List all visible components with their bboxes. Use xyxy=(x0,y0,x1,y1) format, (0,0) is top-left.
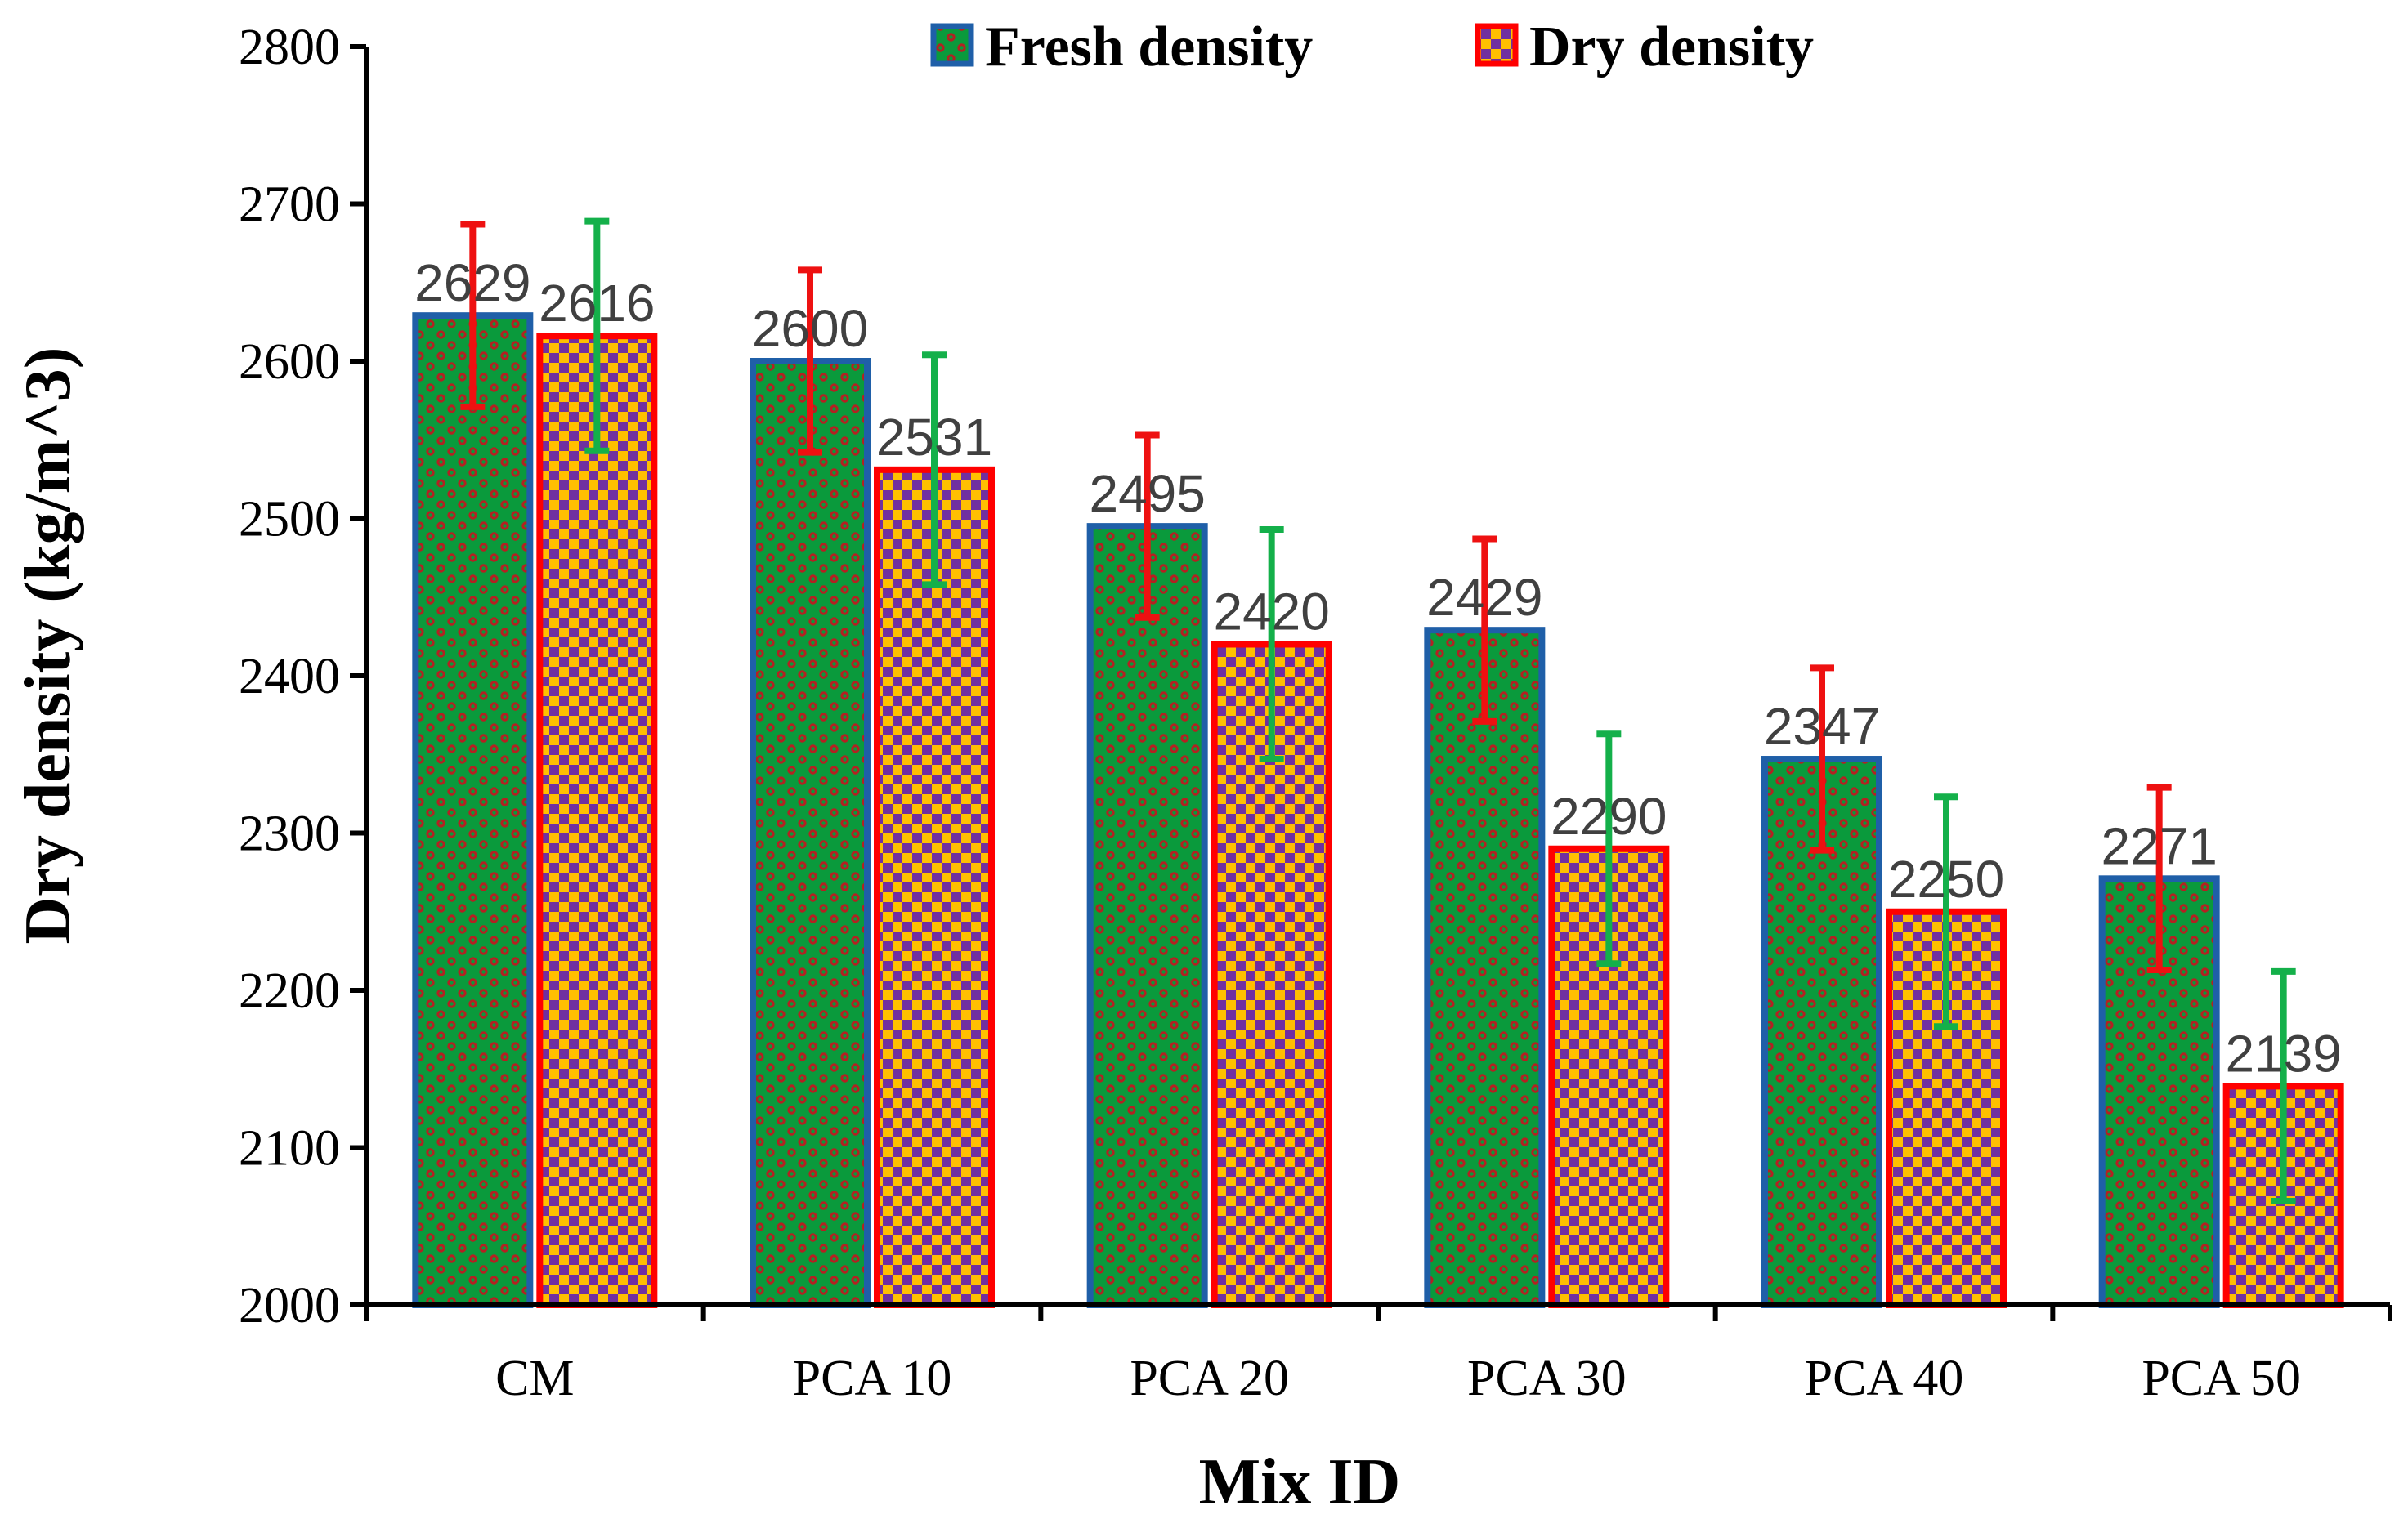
y-tick-label-2: 2200 xyxy=(239,963,340,1019)
error-bar-dry-5 xyxy=(2271,967,2296,1204)
x-tick-label-2: PCA 20 xyxy=(1130,1351,1289,1406)
error-bar-dry-2 xyxy=(1259,525,1284,763)
y-tick-label-1: 2100 xyxy=(239,1121,340,1177)
data-label-fresh-4: 2347 xyxy=(1764,697,1880,756)
legend-item-fresh: Fresh density xyxy=(930,16,1313,78)
y-tick-label-7: 2700 xyxy=(239,177,340,233)
error-bar-fresh-1 xyxy=(798,266,822,456)
error-bar-dry-4 xyxy=(1934,793,1958,1030)
data-label-fresh-2: 2495 xyxy=(1089,464,1205,523)
data-label-dry-3: 2290 xyxy=(1551,787,1667,846)
error-bar-dry-3 xyxy=(1596,730,1622,967)
y-tick-label-4: 2400 xyxy=(239,649,340,704)
bar-fresh-2 xyxy=(1086,523,1208,1308)
x-tick-label-4: PCA 40 xyxy=(1805,1351,1964,1406)
x-tick-label-3: PCA 30 xyxy=(1467,1351,1627,1406)
data-label-dry-2: 2420 xyxy=(1213,583,1329,641)
y-axis-title-text: Dry density (kg/m^3) xyxy=(12,347,84,945)
data-label-dry-0: 2616 xyxy=(539,274,655,333)
x-axis-title: Mix ID xyxy=(1199,1446,1401,1518)
x-tick-label-5: PCA 50 xyxy=(2142,1351,2301,1406)
error-bars-layer xyxy=(460,217,2296,1204)
bar-fresh-1 xyxy=(750,358,871,1308)
error-bar-fresh-5 xyxy=(2146,784,2172,973)
legend-item-dry: Dry density xyxy=(1475,16,1814,78)
error-bar-fresh-3 xyxy=(1472,535,1497,725)
data-label-dry-4: 2250 xyxy=(1888,850,2004,909)
legend-label-fresh: Fresh density xyxy=(985,16,1313,78)
y-axis-title: Dry density (kg/m^3) xyxy=(12,347,84,945)
bar-dry-1 xyxy=(874,466,995,1308)
legend: Fresh density Dry density xyxy=(930,16,1814,78)
bar-dry-4 xyxy=(1886,908,2007,1308)
legend-label-dry: Dry density xyxy=(1529,16,1814,78)
x-tick-label-1: PCA 10 xyxy=(793,1351,952,1406)
error-bar-dry-0 xyxy=(584,217,610,454)
axes-layer: CM PCA 10 PCA 20 PCA 30 PCA 40 PCA 50 2000 2100… xyxy=(239,20,2392,1406)
y-tick-label-0: 2000 xyxy=(239,1278,340,1334)
data-label-fresh-3: 2429 xyxy=(1426,568,1542,627)
error-bar-fresh-0 xyxy=(460,221,486,410)
legend-swatch-dry xyxy=(1475,23,1519,67)
x-tick-label-0: CM xyxy=(495,1351,574,1406)
error-bar-fresh-2 xyxy=(1135,431,1160,621)
data-label-dry-1: 2531 xyxy=(876,408,992,467)
data-label-fresh-1: 2600 xyxy=(752,299,868,358)
error-bar-dry-1 xyxy=(922,351,947,588)
y-tick-label-3: 2300 xyxy=(239,806,340,862)
data-label-dry-5: 2139 xyxy=(2225,1024,2341,1083)
bars-layer xyxy=(412,312,2344,1309)
y-tick-label-5: 2500 xyxy=(239,492,340,547)
bar-fresh-3 xyxy=(1424,627,1546,1308)
bar-dry-0 xyxy=(536,333,658,1309)
y-tick-label-6: 2600 xyxy=(239,334,340,390)
data-label-fresh-5: 2271 xyxy=(2101,816,2217,875)
data-label-fresh-0: 2629 xyxy=(414,253,530,312)
legend-swatch-fresh xyxy=(930,23,974,67)
error-bar-fresh-4 xyxy=(1810,664,1834,854)
bar-fresh-0 xyxy=(412,312,534,1308)
y-tick-label-8: 2800 xyxy=(239,20,340,75)
